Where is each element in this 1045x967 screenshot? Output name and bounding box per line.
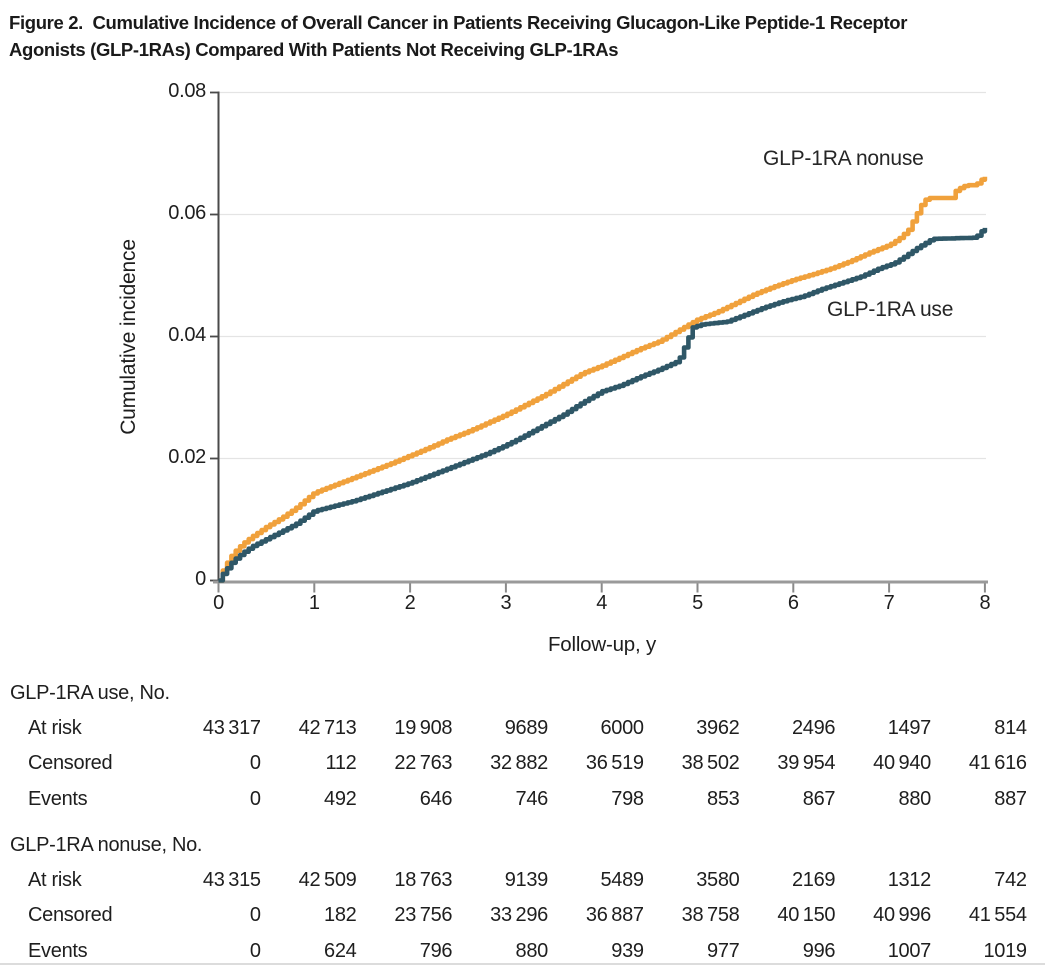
risk-value: 887 bbox=[994, 787, 1027, 810]
risk-value: 0 bbox=[249, 939, 261, 962]
risk-value: 40 996 bbox=[873, 904, 931, 927]
y-tick-label: 0.02 bbox=[168, 445, 206, 468]
risk-value: 22 763 bbox=[394, 752, 453, 775]
y-tick-label: 0.06 bbox=[168, 201, 206, 224]
x-tick-label: 7 bbox=[883, 592, 895, 614]
curve-label-glp1ra-use: GLP-1RA use bbox=[827, 298, 954, 321]
risk-value: 853 bbox=[707, 787, 740, 810]
risk-value: 40 150 bbox=[777, 904, 836, 927]
x-tick-label: 0 bbox=[213, 592, 224, 614]
risk-value: 1019 bbox=[983, 939, 1027, 962]
risk-row-label: Censored bbox=[28, 752, 113, 775]
risk-value: 43 317 bbox=[202, 717, 261, 740]
figure-title: Figure 2. Cumulative Incidence of Overal… bbox=[9, 9, 1039, 63]
curve-label-glp1ra-nonuse: GLP-1RA nonuse bbox=[763, 147, 924, 170]
risk-value: 646 bbox=[419, 787, 453, 810]
risk-value: 18 763 bbox=[394, 869, 453, 892]
x-tick-label: 3 bbox=[500, 592, 512, 614]
curve-glp1ra-use bbox=[218, 227, 988, 583]
risk-value: 867 bbox=[802, 787, 836, 810]
risk-value: 0 bbox=[249, 752, 261, 775]
risk-value: 23 756 bbox=[394, 904, 453, 927]
risk-value: 3580 bbox=[696, 869, 740, 892]
x-tick-label: 6 bbox=[787, 592, 799, 614]
risk-value: 33 296 bbox=[490, 904, 548, 927]
y-tick-label: 0.08 bbox=[168, 79, 206, 102]
risk-value: 9689 bbox=[504, 717, 549, 740]
x-tick-label: 1 bbox=[308, 592, 320, 614]
risk-value: 38 758 bbox=[681, 904, 740, 927]
risk-value: 1497 bbox=[887, 717, 932, 740]
risk-value: 1312 bbox=[887, 869, 932, 892]
risk-value: 41 554 bbox=[968, 904, 1027, 927]
risk-value: 36 519 bbox=[585, 752, 644, 775]
risk-value: 40 940 bbox=[873, 752, 931, 775]
risk-row-label: At risk bbox=[28, 717, 82, 740]
risk-group: GLP-1RA nonuse, No. At risk 43 315 42 509 18… bbox=[10, 828, 1027, 967]
y-axis-title-text: Cumulative incidence bbox=[117, 238, 141, 435]
figure-title-line1: Figure 2. Cumulative Incidence of Overal… bbox=[9, 12, 908, 33]
risk-value: 42 713 bbox=[298, 717, 357, 740]
risk-value: 939 bbox=[611, 939, 644, 962]
x-tick-label: 4 bbox=[596, 592, 608, 614]
risk-value: 742 bbox=[994, 869, 1027, 892]
risk-group: GLP-1RA use, No. At risk 43 317 42 713 19 90… bbox=[10, 676, 1027, 817]
risk-value: 41 616 bbox=[968, 752, 1027, 775]
risk-value: 624 bbox=[324, 939, 357, 962]
x-axis-title: Follow-up, y bbox=[547, 633, 657, 656]
risk-value: 1007 bbox=[887, 939, 932, 962]
risk-value: 746 bbox=[515, 787, 549, 810]
risk-value: 798 bbox=[611, 787, 644, 810]
figure-bottom-rule bbox=[0, 963, 1045, 965]
y-tick-label: 0 bbox=[195, 567, 206, 590]
risk-value: 5489 bbox=[600, 869, 644, 892]
risk-value: 43 315 bbox=[202, 869, 261, 892]
risk-value: 38 502 bbox=[681, 752, 740, 775]
risk-value: 39 954 bbox=[777, 752, 836, 775]
risk-row-label: Censored bbox=[28, 904, 113, 927]
risk-value: 996 bbox=[802, 939, 836, 962]
risk-value: 36 887 bbox=[585, 904, 644, 927]
risk-value: 814 bbox=[994, 717, 1027, 740]
risk-value: 32 882 bbox=[490, 752, 548, 775]
risk-value: 9139 bbox=[504, 869, 549, 892]
risk-value: 2169 bbox=[791, 869, 836, 892]
risk-group-header: GLP-1RA nonuse, No. bbox=[10, 834, 203, 856]
figure-title-line2: Agonists (GLP-1RAs) Compared With Patien… bbox=[9, 39, 619, 60]
risk-value: 6000 bbox=[600, 717, 644, 740]
risk-row-label: Events bbox=[28, 787, 88, 810]
risk-value: 880 bbox=[898, 787, 932, 810]
risk-value: 2496 bbox=[791, 717, 836, 740]
risk-group-header: GLP-1RA use, No. bbox=[10, 682, 170, 704]
risk-value: 42 509 bbox=[298, 869, 357, 892]
x-tick-label: 2 bbox=[404, 592, 416, 614]
risk-value: 880 bbox=[515, 939, 549, 962]
risk-row-label: At risk bbox=[28, 869, 82, 892]
y-tick-label: 0.04 bbox=[168, 323, 206, 346]
x-tick-label: 5 bbox=[692, 592, 703, 614]
risk-row-label: Events bbox=[28, 939, 88, 962]
curve-glp1ra-nonuse bbox=[218, 176, 988, 583]
risk-value: 977 bbox=[707, 939, 740, 962]
x-tick-label: 8 bbox=[979, 592, 991, 614]
risk-value: 182 bbox=[324, 904, 357, 927]
risk-value: 112 bbox=[325, 752, 357, 775]
risk-value: 796 bbox=[419, 939, 453, 962]
risk-value: 3962 bbox=[696, 717, 740, 740]
risk-value: 492 bbox=[324, 787, 357, 810]
risk-value: 19 908 bbox=[394, 717, 453, 740]
risk-value: 0 bbox=[249, 787, 261, 810]
risk-value: 0 bbox=[249, 904, 261, 927]
